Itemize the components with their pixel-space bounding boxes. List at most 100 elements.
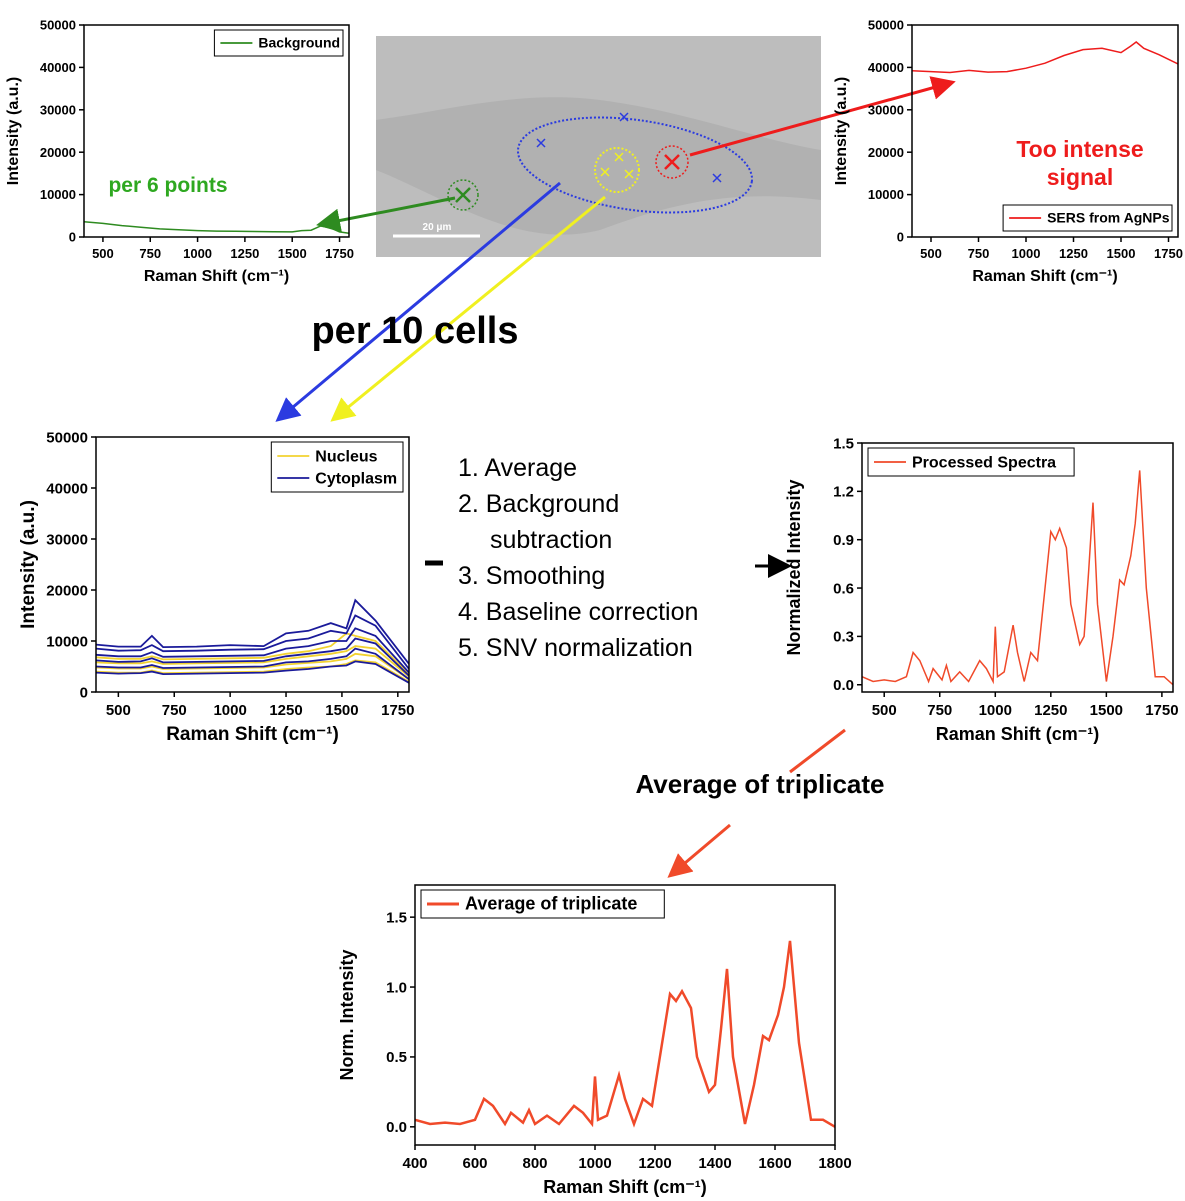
line-series: [96, 661, 409, 682]
y-axis-label: Intensity (a.u.): [833, 77, 850, 185]
chart-panel: 500 750 1000 1250 1500 1750 0 10000 20000 30000 40…: [5, 18, 354, 285]
signal-annotation: Too intense signal: [1005, 135, 1155, 191]
x-tick-label: 500: [106, 702, 131, 719]
x-tick-label: 1500: [1107, 246, 1136, 261]
y-axis-label: Intensity (a.u.): [18, 500, 39, 629]
page: 20 μm per 10 cells Average of triplicate…: [0, 0, 1185, 1201]
line-series: [84, 222, 349, 234]
x-tick-label: 1000: [183, 246, 212, 261]
y-tick-label: 20000: [46, 582, 88, 599]
y-tick-label: 1.0: [386, 979, 407, 996]
y-axis-label: Norm. Intensity: [337, 949, 357, 1080]
step: 5. SNV normalization: [458, 630, 748, 666]
line-series: [912, 42, 1178, 73]
y-tick-label: 0.9: [833, 532, 854, 549]
x-axis-label: Raman Shift (cm⁻¹): [543, 1177, 707, 1197]
triplicate-annotation: Average of triplicate: [635, 769, 884, 799]
y-tick-label: 40000: [46, 480, 88, 497]
legend: Average of triplicate: [421, 890, 664, 918]
plot-area: [415, 941, 835, 1127]
y-tick-label: 0: [69, 230, 76, 245]
legend-label: Processed Spectra: [912, 454, 1056, 471]
step: 1. Average: [458, 450, 748, 486]
y-tick-label: 50000: [868, 18, 904, 33]
step: 3. Smoothing: [458, 558, 748, 594]
x-tick-label: 1250: [1034, 702, 1067, 719]
scale-bar-label: 20 μm: [423, 222, 452, 233]
y-tick-label: 0.0: [833, 677, 854, 694]
legend: NucleusCytoplasm: [271, 442, 403, 492]
step: 4. Baseline correction: [458, 594, 748, 630]
x-tick-label: 1250: [1059, 246, 1088, 261]
legend: Processed Spectra: [868, 448, 1074, 476]
y-tick-label: 1.5: [833, 435, 854, 452]
y-tick-label: 0: [80, 684, 88, 701]
x-axis-label: Raman Shift (cm⁻¹): [144, 268, 289, 285]
x-tick-label: 500: [92, 246, 114, 261]
x-tick-label: 1000: [578, 1155, 611, 1172]
x-axis-label: Raman Shift (cm⁻¹): [936, 724, 1100, 744]
legend: SERS from AgNPs: [1003, 205, 1172, 231]
y-axis-label: Normalized Intensity: [784, 479, 804, 655]
x-tick-label: 1600: [758, 1155, 791, 1172]
y-tick-label: 1.5: [386, 909, 407, 926]
x-tick-label: 1500: [278, 246, 307, 261]
legend-label: Background: [258, 35, 340, 51]
x-tick-label: 750: [162, 702, 187, 719]
y-tick-label: 30000: [40, 102, 76, 117]
x-tick-label: 750: [968, 246, 990, 261]
y-tick-label: 50000: [40, 18, 76, 33]
x-tick-label: 1000: [1012, 246, 1041, 261]
y-tick-label: 0.0: [386, 1119, 407, 1136]
x-tick-label: 1750: [325, 246, 354, 261]
plot-area: [96, 600, 409, 683]
y-tick-label: 0.6: [833, 580, 854, 597]
line-series: [862, 470, 1173, 684]
plot-area: [912, 42, 1178, 73]
line-series: [415, 941, 835, 1127]
y-tick-label: 30000: [868, 102, 904, 117]
y-tick-label: 10000: [868, 187, 904, 202]
x-axis-label: Raman Shift (cm⁻¹): [166, 724, 339, 745]
y-tick-label: 20000: [40, 145, 76, 160]
legend-label: SERS from AgNPs: [1047, 210, 1170, 226]
line-series: [96, 649, 409, 680]
legend-label: Average of triplicate: [465, 893, 637, 913]
plot-area: [84, 222, 349, 234]
y-tick-label: 1.2: [833, 484, 854, 501]
x-tick-label: 500: [920, 246, 942, 261]
y-tick-label: 20000: [868, 145, 904, 160]
plot-frame: [415, 885, 835, 1145]
x-tick-label: 750: [139, 246, 161, 261]
x-tick-label: 1250: [230, 246, 259, 261]
y-tick-label: 40000: [868, 60, 904, 75]
plot-frame: [84, 25, 349, 237]
step: 2. Background subtraction: [458, 486, 748, 558]
y-tick-label: 10000: [46, 633, 88, 650]
x-tick-label: 500: [872, 702, 897, 719]
x-tick-label: 400: [402, 1155, 427, 1172]
x-tick-label: 1000: [979, 702, 1012, 719]
legend: Background: [214, 30, 343, 56]
x-tick-label: 1800: [818, 1155, 851, 1172]
x-tick-label: 1750: [381, 702, 414, 719]
y-axis-label: Intensity (a.u.): [5, 77, 22, 185]
y-tick-label: 10000: [40, 187, 76, 202]
processing-steps: 1. Average 2. Background subtraction 3. …: [458, 450, 748, 666]
y-tick-label: 30000: [46, 531, 88, 548]
x-tick-label: 1500: [1090, 702, 1123, 719]
y-tick-label: 0: [897, 230, 904, 245]
y-tick-label: 40000: [40, 60, 76, 75]
x-tick-label: 1750: [1145, 702, 1178, 719]
y-tick-label: 0.3: [833, 629, 854, 646]
x-tick-label: 1000: [213, 702, 246, 719]
x-tick-label: 1250: [269, 702, 302, 719]
points-annotation: per 6 points: [108, 174, 227, 197]
y-tick-label: 50000: [46, 429, 88, 446]
cells-annotation: per 10 cells: [311, 310, 518, 352]
plot-area: [862, 470, 1173, 684]
y-tick-label: 0.5: [386, 1049, 407, 1066]
x-tick-label: 800: [522, 1155, 547, 1172]
